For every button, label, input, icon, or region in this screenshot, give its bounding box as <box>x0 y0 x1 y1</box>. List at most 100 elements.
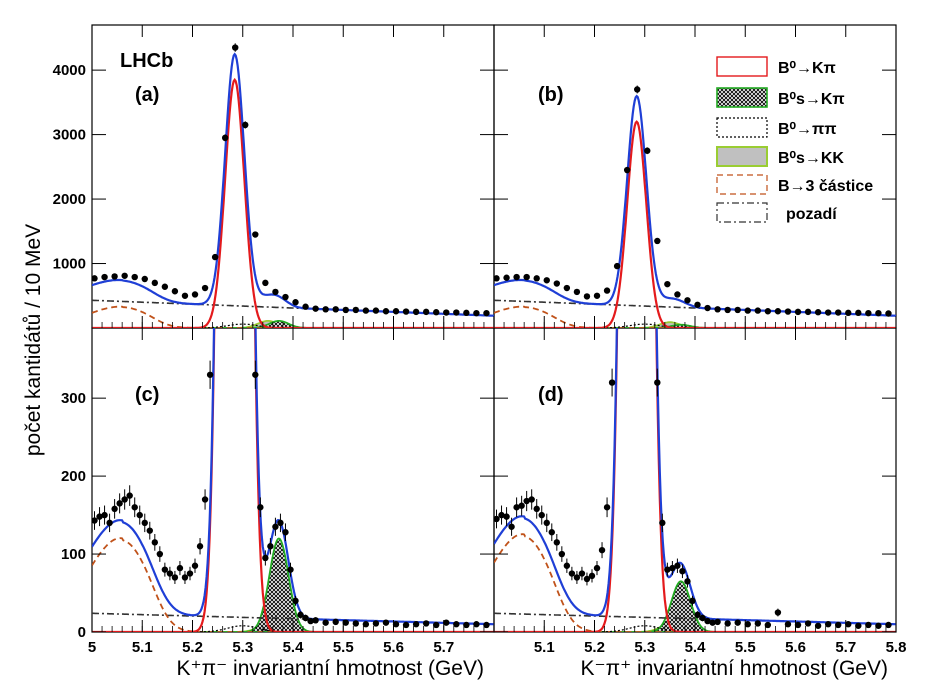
legend-item-three-body: B→3 částice <box>716 174 873 195</box>
legend-item-background: pozadí <box>716 202 837 223</box>
panel-d-frame <box>493 327 897 633</box>
legend-swatch-background <box>716 202 768 223</box>
panel-b-data-point <box>684 297 691 304</box>
panel-a-data-point <box>242 121 249 129</box>
panel-d-data-point <box>744 621 751 628</box>
panel-d-x-tick-label: 5.1 <box>534 639 555 656</box>
panel-d-data-point <box>845 621 852 628</box>
panel-b-data-point <box>543 277 550 284</box>
panel-a-label: (a) <box>135 84 159 106</box>
legend: B⁰→Kπ B⁰s→Kπ B⁰→ππ B⁰s→KK B→3 částice po… <box>716 56 873 223</box>
panel-c-data-point <box>141 519 148 527</box>
panel-d-data-point <box>593 564 601 572</box>
panel-d-x-tick-label: 5.4 <box>685 639 707 656</box>
panel-a-data-point <box>161 283 169 290</box>
panel-b-data-point <box>835 309 842 316</box>
panel-d-data-point <box>824 621 832 628</box>
panel-c-data-point <box>382 619 390 626</box>
panel-d-data-point <box>684 578 691 585</box>
panel-a-data-point <box>372 307 380 314</box>
panel-d-data-point <box>528 496 535 503</box>
panel-b-data-point <box>724 306 731 314</box>
panel-a-data-point <box>151 279 159 287</box>
panel-c-data-point <box>267 543 274 550</box>
legend-label-b0-pipi: B⁰→ππ <box>778 121 836 138</box>
panel-d-data-point <box>654 379 661 386</box>
panel-b-data-point <box>593 292 601 299</box>
panel-c-data-point <box>372 620 380 627</box>
panel-a-data-point <box>402 308 410 315</box>
panel-d-data-point <box>603 504 611 511</box>
panel-d-data-point <box>855 622 862 629</box>
panel-c-data-point <box>292 597 299 605</box>
panel-b-data-point <box>563 284 571 292</box>
panel-d-data-point <box>583 575 591 583</box>
panel-d-data-point <box>814 622 822 629</box>
panel-a-data-point <box>292 299 299 306</box>
panel-c-data-point <box>402 621 410 629</box>
panel-d-data-point <box>523 497 530 505</box>
panel-d-data-point <box>885 621 892 629</box>
panel-d-data-point <box>709 619 716 626</box>
panel-a-data-point <box>232 44 239 51</box>
panel-a-data-point <box>302 303 309 310</box>
panel-c-data-point <box>156 550 164 558</box>
panel-a-data-point <box>392 308 400 315</box>
panel-b-data-point <box>845 309 852 317</box>
panel-d-data-point <box>568 570 576 577</box>
panel-c-data-point <box>352 620 360 627</box>
panel-c-data-point <box>277 519 284 527</box>
panel-b-data-point <box>794 308 802 316</box>
panel-d-data-point <box>513 504 520 511</box>
panel-b-data-point <box>583 293 591 300</box>
panel-a-data-point <box>101 273 108 281</box>
panel-d-data-point <box>754 620 762 627</box>
panel-b-data-point <box>674 291 681 298</box>
panel-c-data-point <box>262 554 269 562</box>
panel-b-data-point <box>664 280 671 288</box>
panel-d-data-point <box>865 621 872 629</box>
legend-label-background: pozadí <box>786 206 837 223</box>
panel-c-data-point <box>473 621 480 628</box>
panel-a-y-tick-label: 1000 <box>53 256 86 273</box>
panel-b-data-point <box>824 309 832 316</box>
panel-b-data-point <box>714 306 721 313</box>
panel-a-data-point <box>312 305 319 312</box>
panel-a-data-point <box>463 309 470 317</box>
panel-d-label: (d) <box>538 384 564 406</box>
panel-d-data-point <box>533 505 540 513</box>
legend-swatch-three-body <box>716 174 768 195</box>
panel-d-data-point <box>538 511 545 519</box>
x-axis-title-right: K⁻π⁺ invariantní hmotnost (GeV) <box>581 657 888 680</box>
panel-c-x-tick-label: 5.6 <box>383 639 404 656</box>
panel-a-data-point <box>211 253 219 261</box>
panel-a-data-point <box>342 306 349 314</box>
panel-c-data-point <box>443 619 450 626</box>
panel-c-data-point <box>307 617 314 625</box>
panel-b-data-point <box>494 275 500 282</box>
panel-c-data-point <box>151 539 159 546</box>
panel-a-data-point <box>191 291 199 298</box>
axis-ticks: 1000 2000 3000 4000 0 100 200 300 5 5.1 5.2 5.3 5.4 5… <box>53 25 907 656</box>
y-axis-title: počet kantidátů / 10 MeV <box>22 224 45 456</box>
panel-c-data-point <box>422 620 430 627</box>
panel-c-data-point <box>332 618 339 626</box>
panel-c-data-point <box>342 619 349 626</box>
panel-c-label: (c) <box>135 384 159 406</box>
legend-item-b0-pipi: B⁰→ππ <box>716 117 836 138</box>
experiment-label: LHCb <box>120 50 173 72</box>
panel-b-data-point <box>513 273 520 281</box>
panel-a-data-point <box>362 307 370 314</box>
panel-a-data-point <box>141 275 148 283</box>
panel-b-data-point <box>804 308 812 316</box>
panel-a-data-point <box>171 288 179 295</box>
panel-b-label: (b) <box>538 84 564 106</box>
panel-c-data-point <box>252 371 259 378</box>
panel-c-x-tick-label: 5.1 <box>132 639 153 656</box>
legend-swatch-b0-pipi <box>716 117 768 138</box>
panel-d-x-tick-label: 5.7 <box>835 639 856 656</box>
panel-b-data-point <box>744 307 751 314</box>
panel-d-x-tick-label: 5.8 <box>886 639 907 656</box>
panel-d-data-point <box>714 618 721 626</box>
panel-b-three-body-curve <box>494 305 896 328</box>
